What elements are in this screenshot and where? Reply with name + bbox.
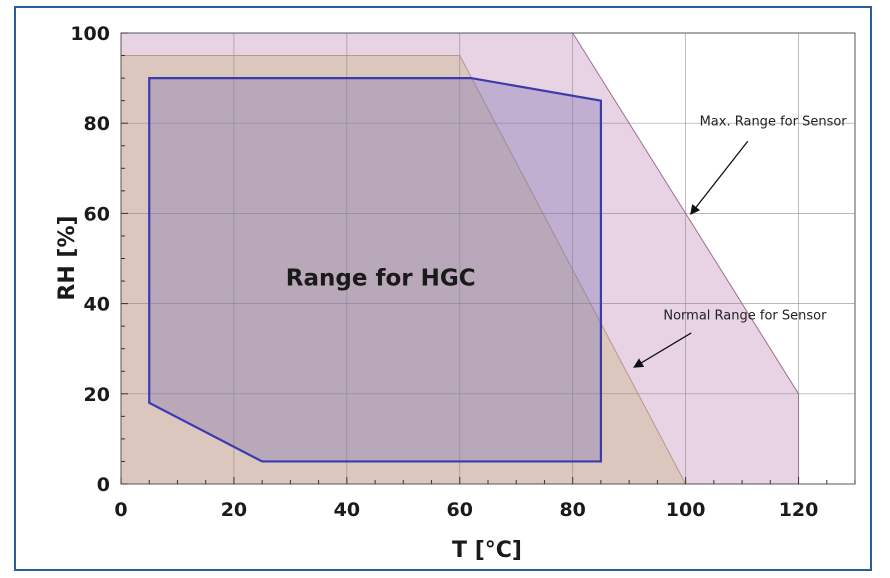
normal-range-arrow bbox=[633, 332, 692, 368]
y-tick-label: 40 bbox=[84, 294, 110, 316]
region-range-for-hgc bbox=[148, 76, 603, 463]
x-axis-title: T [°C] bbox=[452, 538, 522, 563]
y-tick-label: 0 bbox=[97, 474, 110, 496]
x-tick-label: 60 bbox=[447, 499, 473, 521]
y-axis-title: RH [%] bbox=[55, 215, 80, 300]
max-range-arrow bbox=[690, 140, 749, 215]
x-tick-label: 20 bbox=[221, 499, 247, 521]
ticks-layer: 0 20 40 60 80 100 120 0 20 40 60 80 100 bbox=[70, 23, 856, 521]
y-tick-label: 60 bbox=[84, 203, 110, 225]
annotations-layer: Max. Range for Sensor Normal Range for Se… bbox=[286, 114, 848, 368]
normal-range-label: Normal Range for Sensor bbox=[663, 308, 827, 323]
x-tick-label: 120 bbox=[779, 499, 819, 521]
y-tick-label: 20 bbox=[84, 384, 110, 406]
hgc-layer bbox=[148, 76, 603, 463]
x-tick-label: 40 bbox=[334, 499, 360, 521]
hgc-range-label: Range for HGC bbox=[286, 266, 476, 292]
max-range-label: Max. Range for Sensor bbox=[700, 114, 848, 129]
y-tick-label: 100 bbox=[70, 23, 110, 45]
x-tick-label: 100 bbox=[666, 499, 706, 521]
x-tick-label: 0 bbox=[114, 499, 127, 521]
y-tick-label: 80 bbox=[84, 113, 110, 135]
x-tick-label: 80 bbox=[559, 499, 585, 521]
